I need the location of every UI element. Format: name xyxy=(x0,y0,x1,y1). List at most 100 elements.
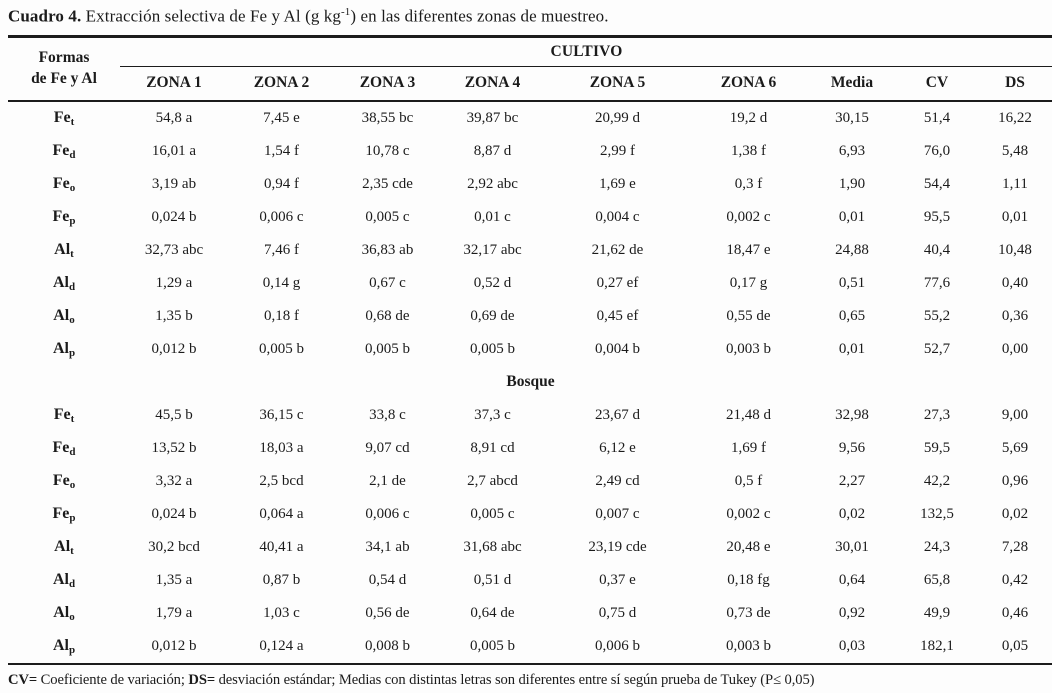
data-cell: 0,006 c xyxy=(259,208,304,225)
data-cell: 0,01 xyxy=(838,340,866,357)
data-cell: 77,6 xyxy=(923,274,951,291)
data-cell: 42,2 xyxy=(923,472,951,489)
data-cell: 0,64 xyxy=(838,571,866,588)
data-cell: 24,88 xyxy=(835,241,869,258)
data-cell: 65,8 xyxy=(923,571,951,588)
table-row: Alp 0,012 b 0,124 a 0,008 b 0,005 b 0,006 b 0,… xyxy=(8,630,1052,664)
data-cell: 1,03 c xyxy=(263,604,300,621)
data-cell: 32,17 abc xyxy=(463,241,522,258)
data-cell: 0,92 xyxy=(838,604,866,621)
data-cell: 0,27 ef xyxy=(596,274,639,291)
table-row: Feo 3,32 a 2,5 bcd 2,1 de 2,7 abcd 2,49 cd 0,5… xyxy=(8,465,1052,498)
data-cell: 45,5 b xyxy=(155,406,193,423)
data-cell: 2,92 abc xyxy=(467,175,518,192)
data-cell: 0,51 xyxy=(838,274,866,291)
group-header-row: Formas de Fe y Al CULTIVO xyxy=(8,36,1052,102)
data-cell: 0,75 d xyxy=(598,604,637,621)
data-cell: 0,51 d xyxy=(473,571,512,588)
data-cell: 1,38 f xyxy=(731,142,766,159)
table-row: Alo 1,35 b 0,18 f 0,68 de 0,69 de 0,45 ef 0,55… xyxy=(8,300,1052,333)
section-heading-row: Bosque xyxy=(8,366,1052,399)
data-cell: 49,9 xyxy=(923,604,951,621)
data-cell: 0,01 c xyxy=(474,208,511,225)
data-cell: 1,35 a xyxy=(155,571,193,588)
data-cell: 0,002 c xyxy=(726,208,771,225)
data-cell: 23,19 cde xyxy=(588,538,647,555)
table-row: Fet 54,8 a 7,45 e 38,55 bc 39,87 bc 20,99 d 19… xyxy=(8,101,1052,135)
data-cell: 0,17 g xyxy=(729,274,768,291)
row-label: Ald xyxy=(52,274,76,294)
data-cell: 33,8 c xyxy=(369,406,406,423)
data-cell: 19,2 d xyxy=(729,109,768,126)
row-label: Feo xyxy=(52,472,76,492)
data-cell: 0,01 xyxy=(1001,208,1029,225)
data-cell: 5,48 xyxy=(1001,142,1029,159)
table-row: Alo 1,79 a 1,03 c 0,56 de 0,64 de 0,75 d 0,73 … xyxy=(8,597,1052,630)
stub-header-line2: de Fe y Al xyxy=(31,69,97,87)
data-cell: 37,3 c xyxy=(474,406,511,423)
row-label: Fed xyxy=(52,439,76,459)
table-row: Fed 16,01 a 1,54 f 10,78 c 8,87 d 2,99 f 1,38 … xyxy=(8,135,1052,168)
data-cell: 51,4 xyxy=(923,109,951,126)
data-cell: 0,40 xyxy=(1001,274,1029,291)
data-cell: 55,2 xyxy=(923,307,951,324)
data-cell: 0,002 c xyxy=(726,505,771,522)
data-cell: 8,87 d xyxy=(473,142,512,159)
data-cell: 38,55 bc xyxy=(361,109,414,126)
data-cell: 31,68 abc xyxy=(463,538,522,555)
data-cell: 16,01 a xyxy=(151,142,197,159)
column-header: Media xyxy=(807,66,897,102)
data-cell: 8,91 cd xyxy=(470,439,515,456)
data-cell: 0,004 b xyxy=(595,340,640,357)
data-cell: 6,93 xyxy=(838,142,866,159)
column-header: ZONA 1 xyxy=(120,66,228,102)
data-cell: 0,006 b xyxy=(595,637,640,654)
table-caption-text-end: ) en las diferentes zonas de muestreo. xyxy=(350,6,609,26)
group-header-cultivo: CULTIVO xyxy=(120,36,1052,67)
footnote: CV= Coeficiente de variación; DS= desvia… xyxy=(8,672,1045,689)
data-cell: 2,27 xyxy=(838,472,866,489)
data-cell: 24,3 xyxy=(923,538,951,555)
data-cell: 2,5 bcd xyxy=(259,472,304,489)
data-cell: 2,7 abcd xyxy=(467,472,518,489)
data-cell: 6,12 e xyxy=(599,439,636,456)
data-cell: 18,03 a xyxy=(259,439,304,456)
data-cell: 0,00 xyxy=(1001,340,1029,357)
table-body: Fet 54,8 a 7,45 e 38,55 bc 39,87 bc 20,99 d 19… xyxy=(8,101,1052,664)
data-cell: 0,006 c xyxy=(365,505,410,522)
data-cell: 0,73 de xyxy=(726,604,771,621)
table-caption: Cuadro 4. Extracción selectiva de Fe y A… xyxy=(8,6,1045,27)
data-cell: 1,69 e xyxy=(599,175,636,192)
data-cell: 0,005 b xyxy=(365,340,410,357)
data-cell: 0,124 a xyxy=(259,637,304,654)
data-cell: 10,48 xyxy=(998,241,1032,258)
data-cell: 0,02 xyxy=(838,505,866,522)
row-label: Alt xyxy=(54,538,74,558)
data-cell: 9,00 xyxy=(1001,406,1029,423)
data-cell: 1,69 f xyxy=(731,439,766,456)
row-label: Fep xyxy=(52,505,76,525)
data-cell: 0,005 b xyxy=(470,340,515,357)
data-cell: 0,18 f xyxy=(264,307,299,324)
data-cell: 30,2 bcd xyxy=(148,538,200,555)
data-cell: 1,11 xyxy=(1002,175,1028,192)
footnote-cv-text: Coeficiente de variación; xyxy=(37,671,189,688)
data-cell: 0,42 xyxy=(1001,571,1029,588)
stub-header: Formas de Fe y Al xyxy=(8,36,120,102)
footnote-cv-label: CV= xyxy=(8,671,38,688)
data-cell: 18,47 e xyxy=(726,241,771,258)
data-cell: 9,07 cd xyxy=(365,439,410,456)
data-cell: 59,5 xyxy=(923,439,951,456)
data-cell: 40,4 xyxy=(923,241,951,258)
data-cell: 0,87 b xyxy=(262,571,301,588)
data-cell: 95,5 xyxy=(923,208,951,225)
data-cell: 30,01 xyxy=(835,538,869,555)
footnote-ds-label: DS= xyxy=(188,671,216,688)
table-caption-superscript: -1 xyxy=(341,6,351,18)
table-row: Fed 13,52 b 18,03 a 9,07 cd 8,91 cd 6,12 e 1,6… xyxy=(8,432,1052,465)
column-header: ZONA 3 xyxy=(335,66,440,102)
data-cell: 0,03 xyxy=(838,637,866,654)
row-label: Alo xyxy=(53,604,75,624)
extraction-table: Formas de Fe y Al CULTIVO ZONA 1 ZONA 2 ZO… xyxy=(8,34,1052,665)
